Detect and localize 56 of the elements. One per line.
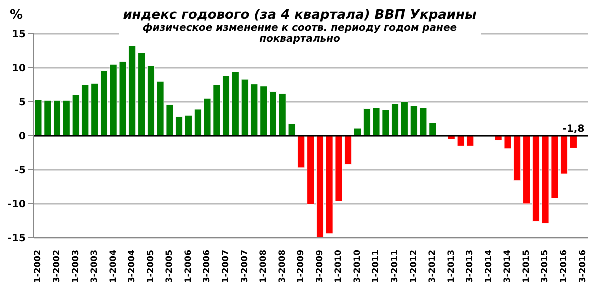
bar — [222, 76, 230, 136]
x-tick-label: 1-2003 — [71, 250, 82, 284]
bar — [54, 100, 62, 136]
y-tick-label: -15 — [8, 234, 26, 245]
x-tick-label: 3-2005 — [165, 250, 176, 284]
x-tick-label: 1-2014 — [484, 250, 494, 284]
x-tick-label: 3-2006 — [202, 250, 213, 284]
bar — [316, 136, 324, 238]
x-tick-label: 1-2011 — [372, 250, 382, 284]
chart-title: индекс годового (за 4 квартала) ВВП Украины — [123, 8, 477, 23]
y-tick-label: 0 — [19, 132, 26, 143]
x-tick-label: 3-2009 — [315, 250, 326, 284]
bar — [100, 70, 108, 136]
x-tick-label: 3-2013 — [466, 250, 476, 284]
bar — [400, 102, 408, 136]
bar — [138, 52, 146, 136]
x-tick-label: 3-2002 — [52, 250, 62, 284]
x-tick-label: 3-2011 — [390, 250, 401, 284]
x-tick-label: 1-2002 — [34, 250, 44, 284]
x-tick-label: 3-2014 — [503, 250, 514, 284]
bar — [523, 136, 531, 204]
y-axis-title: % — [10, 8, 24, 23]
bar — [354, 128, 362, 136]
x-tick-label: 3-2004 — [128, 250, 138, 284]
x-tick-label: 1-2004 — [108, 250, 119, 284]
x-tick-label: 1-2015 — [522, 250, 532, 284]
x-tick-label: 3-2015 — [540, 250, 551, 284]
bar — [392, 104, 400, 136]
y-tick-label: -5 — [14, 166, 26, 177]
y-tick-label: 10 — [12, 64, 26, 75]
y-tick-label: 5 — [19, 98, 26, 109]
x-tick-label: 3-2016 — [578, 250, 588, 284]
data-label: -1,8 — [562, 124, 585, 135]
x-tick-label: 3-2012 — [428, 250, 438, 284]
bar — [232, 72, 240, 136]
y-tick-label: -10 — [8, 200, 26, 211]
bar — [307, 136, 315, 205]
x-tick-label: 1-2006 — [184, 250, 194, 284]
x-tick-label: 3-2010 — [352, 250, 363, 284]
bar — [570, 136, 578, 148]
x-tick-label: 1-2012 — [409, 250, 420, 284]
bar — [184, 115, 192, 136]
y-tick-label: 15 — [12, 30, 26, 41]
x-tick-label: 3-2007 — [240, 250, 250, 284]
x-tick-label: 3-2003 — [90, 250, 100, 284]
x-tick-label: 3-2008 — [278, 250, 288, 284]
x-tick-label: 1-2010 — [334, 250, 344, 284]
x-tick-label: 1-2007 — [221, 250, 232, 284]
x-tick-label: 1-2009 — [296, 250, 307, 284]
x-tick-label: 1-2005 — [146, 250, 156, 284]
x-tick-label: 1-2013 — [446, 250, 457, 284]
chart-subtitle: физическое изменение к соотв. периоду годом ранее поквартально — [142, 23, 458, 45]
bar — [298, 136, 306, 168]
x-tick-label: 1-2008 — [259, 250, 270, 284]
x-tick-label: 1-2016 — [560, 250, 570, 284]
bar — [269, 92, 277, 136]
